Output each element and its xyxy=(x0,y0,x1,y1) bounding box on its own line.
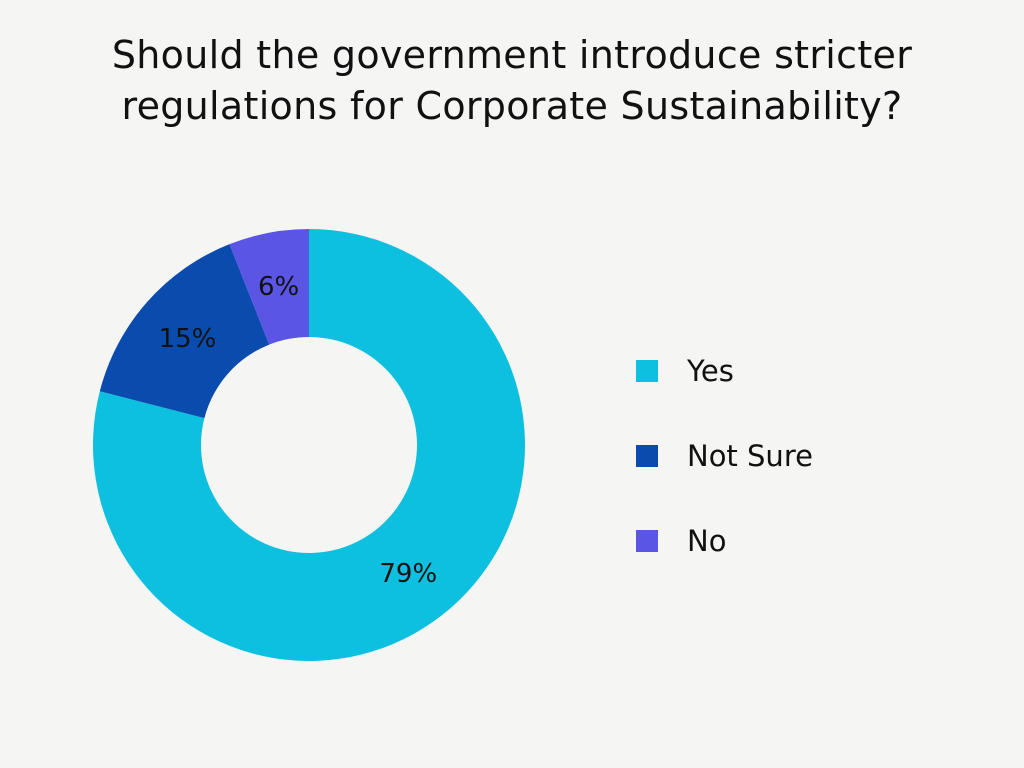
slice-label-no: 6% xyxy=(258,272,299,302)
legend-label-not-sure: Not Sure xyxy=(687,439,813,473)
slice-label-not-sure: 15% xyxy=(159,324,217,354)
slice-not-sure xyxy=(99,244,270,419)
slice-labels: 79% 15% 6% xyxy=(159,272,438,589)
legend-swatch-no xyxy=(636,530,658,552)
slice-no xyxy=(229,229,309,345)
donut-slices xyxy=(93,229,526,661)
legend-label-yes: Yes xyxy=(686,354,734,388)
legend-label-no: No xyxy=(687,524,726,558)
slice-yes xyxy=(93,229,526,661)
chart-title: Should the government introduce stricter… xyxy=(111,33,913,128)
chart-legend: Yes Not Sure No xyxy=(636,354,813,558)
legend-swatch-yes xyxy=(636,360,658,382)
slice-label-yes: 79% xyxy=(379,559,437,589)
legend-swatch-not-sure xyxy=(636,445,658,467)
